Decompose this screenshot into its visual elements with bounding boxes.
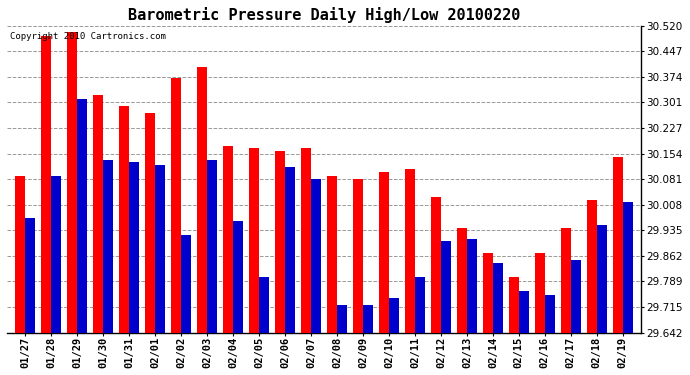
Bar: [249, 148, 259, 333]
Bar: [41, 36, 51, 333]
Bar: [493, 263, 503, 333]
Bar: [25, 218, 35, 333]
Bar: [561, 228, 571, 333]
Bar: [545, 295, 555, 333]
Bar: [15, 176, 25, 333]
Bar: [275, 152, 285, 333]
Bar: [171, 78, 181, 333]
Bar: [379, 172, 389, 333]
Bar: [301, 148, 311, 333]
Bar: [233, 221, 243, 333]
Bar: [327, 176, 337, 333]
Bar: [457, 228, 467, 333]
Bar: [67, 33, 77, 333]
Bar: [93, 96, 103, 333]
Bar: [415, 278, 425, 333]
Bar: [509, 278, 519, 333]
Bar: [597, 225, 607, 333]
Bar: [311, 179, 321, 333]
Text: Copyright 2010 Cartronics.com: Copyright 2010 Cartronics.com: [10, 32, 166, 40]
Bar: [389, 298, 399, 333]
Bar: [103, 160, 113, 333]
Bar: [467, 239, 477, 333]
Bar: [405, 169, 415, 333]
Bar: [129, 162, 139, 333]
Bar: [441, 241, 451, 333]
Bar: [623, 202, 633, 333]
Bar: [207, 160, 217, 333]
Bar: [51, 176, 61, 333]
Bar: [259, 278, 269, 333]
Bar: [353, 179, 363, 333]
Bar: [77, 99, 87, 333]
Bar: [337, 305, 347, 333]
Bar: [483, 253, 493, 333]
Bar: [181, 236, 191, 333]
Bar: [431, 197, 441, 333]
Title: Barometric Pressure Daily High/Low 20100220: Barometric Pressure Daily High/Low 20100…: [128, 7, 520, 23]
Bar: [571, 260, 581, 333]
Bar: [197, 68, 207, 333]
Bar: [223, 146, 233, 333]
Bar: [535, 253, 545, 333]
Bar: [519, 291, 529, 333]
Bar: [155, 165, 165, 333]
Bar: [613, 157, 623, 333]
Bar: [145, 113, 155, 333]
Bar: [363, 305, 373, 333]
Bar: [119, 106, 129, 333]
Bar: [587, 200, 597, 333]
Bar: [285, 167, 295, 333]
